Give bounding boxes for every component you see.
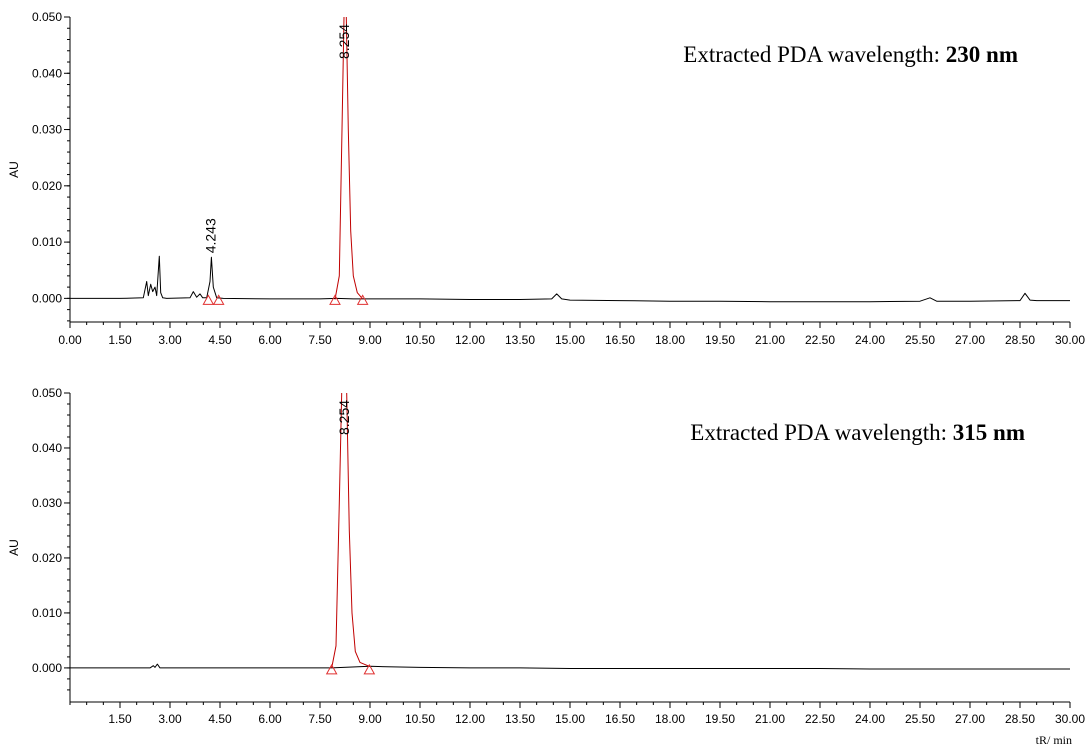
chromatogram-trace	[70, 663, 1070, 670]
annotation-value: 315 nm	[953, 420, 1025, 445]
wavelength-annotation: Extracted PDA wavelength: 230 nm	[683, 42, 1018, 67]
x-tick-label: 25.50	[905, 333, 935, 347]
y-tick-label: 0.030	[32, 496, 62, 510]
peak-boundary-marker	[325, 663, 338, 675]
y-tick-label: 0.030	[32, 123, 62, 137]
peak-boundary-marker	[363, 663, 376, 675]
peak-rt-label: 8.254	[336, 24, 352, 59]
y-tick-label: 0.050	[32, 386, 62, 400]
plot-area	[70, 17, 1070, 303]
x-tick-label: 21.00	[755, 712, 785, 726]
x-tick-label: 13.50	[505, 712, 535, 726]
x-tick-label: 3.00	[158, 712, 182, 726]
chromatogram-315nm: 0.000 0.010 0.020 0.030 0.040 0.050 1.50 3.00 4.…	[7, 386, 1085, 747]
x-tick-label: 16.50	[605, 712, 635, 726]
x-tick-label: 7.50	[308, 712, 332, 726]
integrated-peak-trace	[334, 17, 364, 300]
plot-area	[70, 393, 1070, 670]
annotation-value: 230 nm	[946, 42, 1018, 67]
x-tick-label: 15.00	[555, 333, 585, 347]
peak-boundary-marker	[356, 294, 369, 305]
y-axis-label: AU	[7, 539, 21, 556]
x-tick-label: 30.00	[1055, 712, 1085, 726]
peak-rt-label: 4.243	[202, 218, 218, 253]
y-tick-label: 0.000	[32, 291, 62, 305]
x-tick-label: 4.50	[208, 333, 232, 347]
x-tick-label: 4.50	[208, 712, 232, 726]
y-tick-label: 0.010	[32, 606, 62, 620]
x-tick-label: 21.00	[755, 333, 785, 347]
x-tick-label: 15.00	[555, 712, 585, 726]
x-tick-label: 7.50	[308, 333, 332, 347]
x-tick-label: 25.50	[905, 712, 935, 726]
x-tick-label: 10.50	[405, 333, 435, 347]
x-tick-label: 3.00	[158, 333, 182, 347]
x-tick-label: 18.00	[655, 712, 685, 726]
annotation-prefix: Extracted PDA wavelength:	[690, 420, 953, 445]
x-tick-label: 12.00	[455, 712, 485, 726]
chromatogram-230nm: 0.000 0.010 0.020 0.030 0.040 0.050 0.00 1.50 3.…	[7, 10, 1085, 347]
peak-rt-label: 8.254	[336, 400, 352, 435]
x-tick-label: 19.50	[705, 333, 735, 347]
x-tick-label: 24.00	[855, 712, 885, 726]
chromatogram-trace	[70, 255, 1070, 303]
x-tick-label: 9.00	[358, 712, 382, 726]
y-tick-label: 0.050	[32, 10, 62, 24]
x-tick-label: 1.50	[108, 333, 132, 347]
y-axis-label: AU	[7, 161, 21, 178]
x-tick-label: 18.00	[655, 333, 685, 347]
x-tick-label: 22.50	[805, 712, 835, 726]
integrated-peak-trace	[331, 393, 370, 668]
x-tick-label: 30.00	[1055, 333, 1085, 347]
y-tick-label: 0.020	[32, 551, 62, 565]
x-tick-label: 0.00	[58, 333, 82, 347]
y-tick-label: 0.040	[32, 66, 62, 80]
x-tick-label: 24.00	[855, 333, 885, 347]
x-tick-label: 28.50	[1005, 333, 1035, 347]
y-tick-label: 0.000	[32, 661, 62, 675]
x-tick-label: 1.50	[108, 712, 132, 726]
annotation-prefix: Extracted PDA wavelength:	[683, 42, 946, 67]
x-tick-label: 27.00	[955, 333, 985, 347]
x-tick-label: 16.50	[605, 333, 635, 347]
peak-boundary-marker	[329, 294, 341, 305]
wavelength-annotation: Extracted PDA wavelength: 315 nm	[690, 420, 1025, 445]
x-tick-label: 28.50	[1005, 712, 1035, 726]
x-tick-label: 6.00	[258, 712, 282, 726]
x-tick-label: 9.00	[358, 333, 382, 347]
x-tick-label: 13.50	[505, 333, 535, 347]
x-tick-label: 27.00	[955, 712, 985, 726]
peak-boundary-marker	[202, 294, 215, 305]
y-tick-label: 0.020	[32, 179, 62, 193]
x-axis-label: tR/ min	[1036, 733, 1072, 747]
x-tick-label: 22.50	[805, 333, 835, 347]
x-tick-label: 12.00	[455, 333, 485, 347]
x-tick-label: 19.50	[705, 712, 735, 726]
x-tick-label: 6.00	[258, 333, 282, 347]
x-tick-label: 10.50	[405, 712, 435, 726]
y-tick-label: 0.040	[32, 441, 62, 455]
peak-boundary-marker	[212, 294, 225, 305]
y-tick-label: 0.010	[32, 235, 62, 249]
